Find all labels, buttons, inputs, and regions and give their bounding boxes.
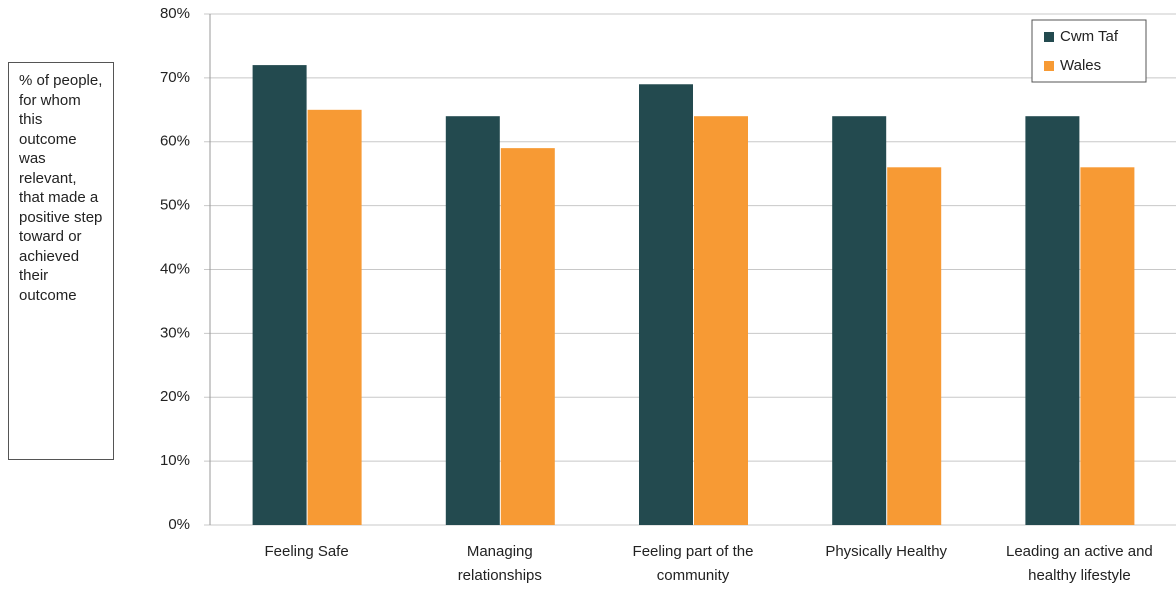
bar	[307, 109, 362, 525]
bar	[887, 167, 942, 526]
bar	[445, 116, 500, 525]
bar	[639, 84, 693, 525]
y-tick-label: 70%	[160, 69, 190, 86]
y-tick-label: 80%	[160, 5, 190, 22]
y-tick-label: 10%	[160, 452, 190, 469]
legend-swatch	[1044, 61, 1054, 71]
x-tick-label: Leading an active and healthy lifestyle	[1005, 543, 1153, 584]
bar	[832, 116, 887, 525]
legend-box	[1031, 19, 1147, 83]
bar	[1025, 116, 1080, 525]
y-tick-label: 60%	[160, 133, 190, 150]
y-tick-label: 40%	[160, 260, 190, 277]
x-tick-label: Managing relationships	[457, 543, 542, 584]
y-axis-label: % of people, for whom this outcome was r…	[8, 62, 114, 460]
y-tick-label: 0%	[168, 516, 190, 533]
y-tick-label: 30%	[160, 324, 190, 341]
x-tick-label: Feeling part of the community	[632, 543, 754, 584]
y-tick-label: 20%	[160, 388, 190, 405]
y-tick-label: 50%	[160, 197, 190, 214]
legend-swatch	[1044, 32, 1054, 42]
bar	[500, 148, 555, 525]
legend-label: Wales	[1060, 57, 1101, 74]
x-tick-label: Feeling Safe	[264, 543, 349, 560]
x-tick-label: Physically Healthy	[825, 543, 948, 560]
bar	[694, 116, 748, 525]
bar	[1080, 167, 1135, 526]
legend-label: Cwm Taf	[1060, 28, 1119, 45]
bar	[252, 65, 307, 525]
